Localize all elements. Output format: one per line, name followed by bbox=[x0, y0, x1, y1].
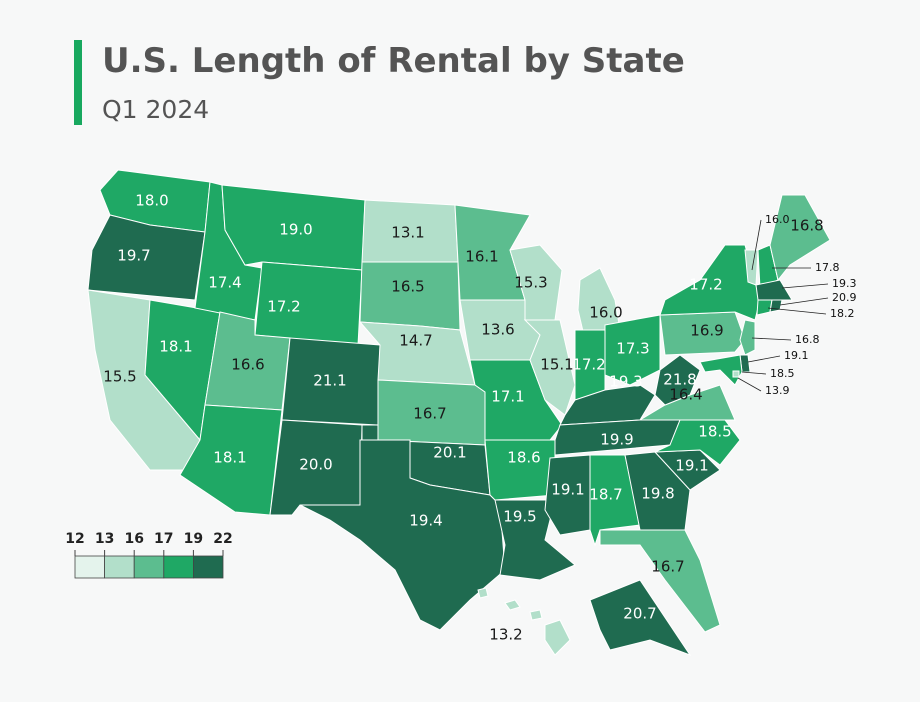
state bbox=[604, 314, 661, 386]
state bbox=[523, 319, 576, 416]
state bbox=[732, 370, 740, 378]
legend-swatch bbox=[192, 555, 224, 579]
leader-line bbox=[781, 283, 829, 289]
state-value-label: 16.1 bbox=[465, 248, 498, 266]
state-value-label: 18.1 bbox=[213, 449, 246, 467]
state-value-label: 19.4 bbox=[409, 512, 442, 530]
legend-label: 19 bbox=[184, 531, 203, 547]
state bbox=[299, 439, 506, 631]
legend-label: 16 bbox=[124, 531, 143, 547]
state bbox=[769, 299, 783, 313]
state-value-label: 16.4 bbox=[669, 386, 702, 404]
state-value-label: 16.8 bbox=[795, 333, 820, 346]
state-value-label: 13.9 bbox=[765, 384, 790, 397]
legend-swatch bbox=[133, 555, 165, 579]
state-value-label: 17.2 bbox=[572, 356, 605, 374]
state-value-label: 20.9 bbox=[832, 291, 857, 304]
state-value-label: 19.1 bbox=[675, 457, 708, 475]
state-value-label: 21.1 bbox=[313, 372, 346, 390]
state-value-label: 19.1 bbox=[784, 349, 809, 362]
state-value-label: 19.3 bbox=[609, 373, 642, 391]
state bbox=[755, 279, 793, 301]
state-value-label: 18.2 bbox=[830, 307, 855, 320]
state-value-label: 19.5 bbox=[503, 508, 536, 526]
state-value-label: 19.3 bbox=[832, 277, 857, 290]
legend: 12 13 16 17 19 22 bbox=[65, 531, 233, 579]
leader-line bbox=[779, 297, 829, 306]
subtitle: Q1 2024 bbox=[102, 95, 209, 124]
state bbox=[87, 214, 206, 301]
leader-line bbox=[751, 219, 762, 271]
legend-label: 12 bbox=[65, 531, 84, 547]
state-value-label: 17.4 bbox=[208, 274, 241, 292]
state-value-label: 19.8 bbox=[641, 485, 674, 503]
state-value-label: 16.8 bbox=[790, 217, 823, 235]
state-value-label: 17.2 bbox=[267, 298, 300, 316]
state-value-label: 18.5 bbox=[770, 367, 795, 380]
state bbox=[654, 354, 701, 406]
state bbox=[544, 454, 591, 536]
legend-label: 13 bbox=[95, 531, 114, 547]
leader-line bbox=[747, 355, 781, 363]
state-value-label: 18.7 bbox=[589, 486, 622, 504]
state-value-label: 17.2 bbox=[689, 276, 722, 294]
title-bar bbox=[74, 40, 82, 125]
legend-swatch bbox=[104, 555, 135, 579]
title: U.S. Length of Rental by State bbox=[102, 41, 685, 81]
state-value-label: 15.1 bbox=[540, 356, 573, 374]
state-value-label: 17.8 bbox=[815, 261, 840, 274]
state-value-label: 21.8 bbox=[663, 371, 696, 389]
state bbox=[179, 404, 283, 516]
state-value-label: 14.7 bbox=[399, 332, 432, 350]
legend-swatch bbox=[74, 555, 106, 579]
state-value-label: 15.3 bbox=[514, 274, 547, 292]
state bbox=[624, 451, 691, 531]
leader-line bbox=[767, 307, 827, 315]
state-value-label: 16.7 bbox=[413, 405, 446, 423]
state-value-label: 19.7 bbox=[117, 247, 150, 265]
state-value-label: 16.7 bbox=[651, 558, 684, 576]
leader-line bbox=[751, 337, 792, 341]
labels: 18.0 19.7 15.5 18.1 17.4 19.0 17.2 16.6 18.1 21.1… bbox=[103, 192, 856, 644]
state-value-label: 19.0 bbox=[279, 221, 312, 239]
state-value-label: 16.9 bbox=[690, 322, 723, 340]
state bbox=[359, 261, 461, 331]
state-value-label: 18.0 bbox=[135, 192, 168, 210]
state-value-label: 13.2 bbox=[489, 626, 522, 644]
state-value-label: 13.1 bbox=[391, 224, 424, 242]
state-value-label: 16.5 bbox=[391, 278, 424, 296]
state-value-label: 18.5 bbox=[698, 423, 731, 441]
state-value-label: 13.6 bbox=[481, 321, 514, 339]
state bbox=[484, 439, 556, 501]
state-value-label: 18.1 bbox=[159, 338, 192, 356]
state-value-label: 17.1 bbox=[491, 388, 524, 406]
state bbox=[699, 354, 743, 386]
state bbox=[599, 529, 721, 633]
state bbox=[739, 319, 756, 356]
state-value-label: 18.6 bbox=[507, 449, 540, 467]
legend-label: 22 bbox=[213, 531, 232, 547]
state-value-label: 19.1 bbox=[551, 481, 584, 499]
legend-label: 17 bbox=[154, 531, 173, 547]
state-value-label: 15.5 bbox=[103, 368, 136, 386]
state-value-label: 16.6 bbox=[231, 356, 264, 374]
leader-line bbox=[741, 371, 767, 375]
state-value-label: 17.3 bbox=[616, 340, 649, 358]
states bbox=[87, 169, 831, 657]
state-value-label: 16.0 bbox=[589, 304, 622, 322]
leader-line bbox=[737, 377, 762, 392]
legend-swatch bbox=[163, 555, 194, 579]
state-value-label: 20.0 bbox=[299, 456, 332, 474]
state bbox=[589, 579, 692, 657]
state bbox=[477, 587, 571, 656]
state-value-label: 19.9 bbox=[600, 431, 633, 449]
state-value-label: 16.0 bbox=[765, 213, 790, 226]
state-value-label: 20.7 bbox=[623, 605, 656, 623]
state-value-label: 20.1 bbox=[433, 444, 466, 462]
